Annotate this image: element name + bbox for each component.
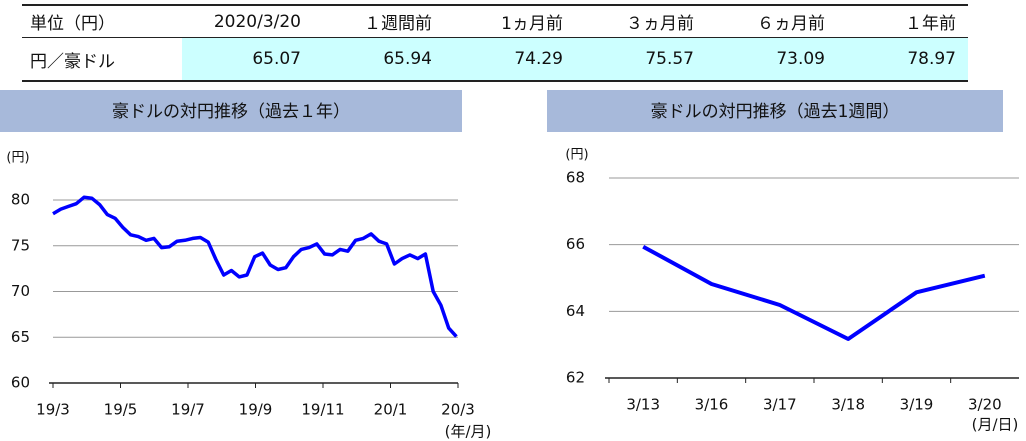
header-cell: 2020/3/20 xyxy=(182,4,313,38)
line xyxy=(642,244,986,341)
cell: 65.94 xyxy=(313,37,444,82)
y-tick-label: 75 xyxy=(11,236,30,254)
x-tick-label: 3/20 xyxy=(968,396,1002,414)
title-box xyxy=(547,90,1003,132)
y-tick-label: 64 xyxy=(566,302,585,320)
x-tick-label: 19/7 xyxy=(171,401,205,419)
y-tick-label: 65 xyxy=(11,328,30,346)
data-row: 円／豪ドル 65.07 65.94 74.29 75.57 73.09 78.9… xyxy=(22,37,968,82)
row-label: 円／豪ドル xyxy=(22,37,182,82)
y-axis-label: (円) xyxy=(565,148,588,163)
header-cell: ３ヵ月前 xyxy=(575,4,706,38)
y-tick-label: 70 xyxy=(11,282,30,300)
x-tick-label: 19/3 xyxy=(36,401,70,419)
header-row: 単位（円） 2020/3/20 １週間前 1ヵ月前 ３ヵ月前 ６ヵ月前 １年前 xyxy=(22,4,968,38)
x-tick-label: 20/1 xyxy=(374,401,408,419)
x-tick-label: 3/17 xyxy=(763,396,797,414)
y-tick-label: 66 xyxy=(566,235,585,253)
x-tick-label: 19/11 xyxy=(301,401,344,419)
rate-table: 単位（円） 2020/3/20 １週間前 1ヵ月前 ３ヵ月前 ６ヵ月前 １年前 … xyxy=(22,4,968,82)
cell: 73.09 xyxy=(706,37,837,82)
x-tick-label: 3/19 xyxy=(900,396,934,414)
x-tick-label: 20/3 xyxy=(441,401,475,419)
chart-title: 豪ドルの対円推移（過去１年） xyxy=(112,101,350,122)
x-tick-label: 3/16 xyxy=(695,396,729,414)
y-tick-label: 62 xyxy=(566,369,585,387)
chart-title: 豪ドルの対円推移（過去1週間） xyxy=(651,101,900,122)
header-cell: ６ヵ月前 xyxy=(706,4,837,38)
x-axis-label: (月/日) xyxy=(972,416,1019,434)
cell: 78.97 xyxy=(837,37,968,82)
x-tick-label: 3/18 xyxy=(831,396,865,414)
y-axis-label: (円) xyxy=(6,151,29,166)
header-cell: 単位（円） xyxy=(22,4,182,38)
x-tick-label: 19/9 xyxy=(239,401,273,419)
cell: 74.29 xyxy=(444,37,575,82)
x-axis-label: (年/月) xyxy=(445,423,492,441)
header-cell: １週間前 xyxy=(313,4,444,38)
y-tick-label: 60 xyxy=(11,374,30,392)
header-cell: １年前 xyxy=(837,4,968,38)
cell: 75.57 xyxy=(575,37,706,82)
line xyxy=(52,195,458,338)
cell: 65.07 xyxy=(182,37,313,82)
x-tick-label: 3/13 xyxy=(626,396,660,414)
y-tick-label: 68 xyxy=(566,169,585,187)
y-tick-label: 80 xyxy=(11,191,30,209)
title-box xyxy=(0,90,462,132)
x-tick-label: 19/5 xyxy=(104,401,138,419)
header-cell: 1ヵ月前 xyxy=(444,4,575,38)
